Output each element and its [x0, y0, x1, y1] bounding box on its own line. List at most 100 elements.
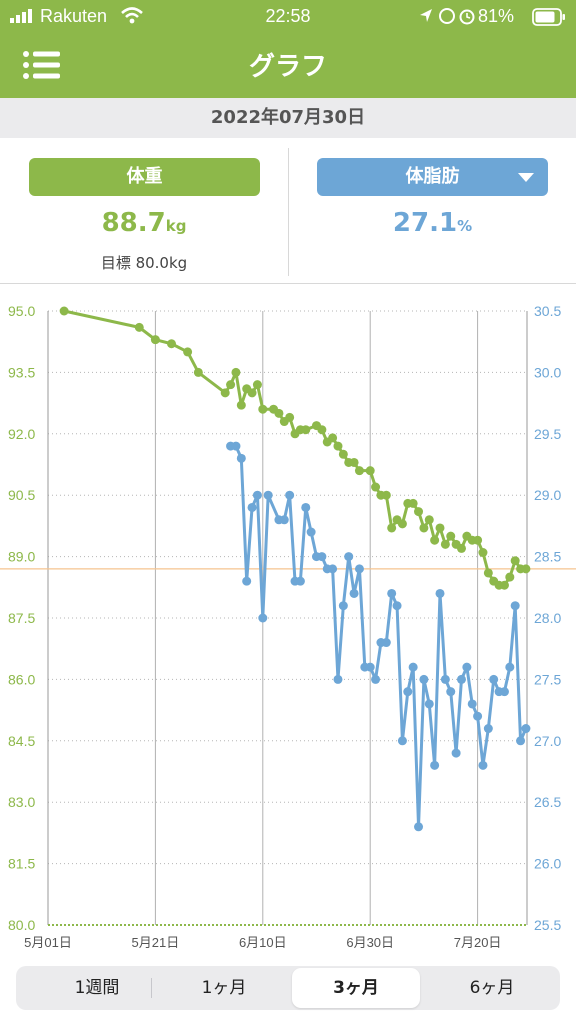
y-left-tick-label: 95.0: [8, 303, 35, 319]
body-fat-data-point: [317, 552, 327, 562]
weight-data-point: [499, 580, 509, 590]
weight-data-point: [424, 515, 434, 525]
body-fat-data-point: [414, 822, 424, 832]
weight-data-point: [252, 380, 262, 390]
weight-fat-chart: 95.0 30.5 93.5 30.0 92.0 29.5 90.5 29.0 89.0 28.5…: [0, 303, 576, 950]
status-time: 22:58: [265, 6, 311, 26]
y-left-tick-label: 90.5: [8, 487, 35, 503]
x-tick-label: 6月30日: [346, 935, 394, 950]
goal-weight: 目標 80.0kg: [100, 254, 188, 272]
menu-icon[interactable]: [22, 50, 62, 80]
weight-data-point: [440, 539, 450, 549]
body-fat-data-point: [263, 490, 273, 500]
period-tab-3-months[interactable]: 3ヶ月: [292, 968, 420, 1008]
body-fat-data-point: [349, 588, 359, 598]
body-fat-value: 27.1: [392, 208, 458, 238]
y-left-tick-label: 89.0: [8, 549, 35, 565]
y-right-tick-label: 27.5: [534, 671, 561, 687]
weight-data-point: [435, 523, 445, 533]
y-right-tick-label: 26.5: [534, 794, 561, 810]
body-fat-data-point: [478, 760, 488, 770]
y-right-tick-label: 30.5: [534, 303, 561, 319]
y-right-tick-label: 28.5: [534, 549, 561, 565]
body-fat-value-display: 27.1%: [289, 208, 576, 238]
body-fat-data-point: [435, 588, 445, 598]
weight-value: 88.7: [101, 208, 166, 238]
body-fat-data-point: [231, 441, 241, 451]
y-left-tick-label: 81.5: [8, 856, 35, 872]
period-selector: 1週間 1ヶ月 3ヶ月 6ヶ月: [16, 966, 560, 1010]
weight-data-point: [59, 306, 69, 316]
status-bar: Rakuten 22:58 81%: [0, 0, 576, 34]
body-fat-unit: %: [457, 217, 473, 235]
weight-data-point: [226, 380, 236, 390]
body-fat-data-point: [440, 674, 450, 684]
location-alarm-icons: [420, 8, 475, 25]
weight-data-point: [483, 568, 493, 578]
body-fat-data-point: [354, 564, 364, 574]
seg-divider: [151, 978, 152, 998]
body-fat-data-point: [419, 674, 429, 684]
body-fat-data-point: [306, 527, 316, 537]
weight-data-point: [150, 335, 160, 345]
body-fat-data-point: [510, 601, 520, 611]
weight-data-point: [134, 322, 144, 332]
weight-unit: kg: [165, 217, 187, 235]
weight-data-point: [371, 482, 381, 492]
weight-data-point: [419, 523, 429, 533]
weight-button[interactable]: 体重: [29, 158, 260, 196]
period-tab-6-months[interactable]: 6ヶ月: [469, 978, 515, 998]
carrier-name: Rakuten: [40, 6, 108, 26]
body-fat-data-point: [408, 662, 418, 672]
period-tab-1-week[interactable]: 1週間: [74, 978, 120, 998]
y-right-tick-label: 27.0: [534, 733, 561, 749]
panel-divider: [288, 148, 289, 276]
weight-data-point: [231, 367, 241, 377]
period-tab-1-month[interactable]: 1ヶ月: [201, 978, 247, 998]
body-fat-panel: 体脂肪 27.1%: [289, 140, 576, 282]
weight-data-point: [354, 466, 364, 476]
body-fat-data-point: [285, 490, 295, 500]
battery-icon: [532, 8, 565, 26]
weight-data-point: [408, 498, 418, 508]
body-fat-data-point: [473, 711, 483, 721]
weight-data-point: [521, 564, 531, 574]
weight-data-point: [193, 367, 203, 377]
body-fat-data-point: [392, 601, 402, 611]
body-fat-data-point: [381, 638, 391, 648]
weight-data-point: [473, 535, 483, 545]
weight-data-point: [236, 400, 246, 410]
y-left-tick-label: 92.0: [8, 426, 35, 442]
body-fat-data-point: [467, 699, 477, 709]
body-fat-data-point: [301, 502, 311, 512]
weight-data-point: [328, 433, 338, 443]
app-header: Rakuten 22:58 81% グラフ: [0, 0, 576, 98]
weight-data-point: [397, 519, 407, 529]
y-right-tick-label: 30.0: [534, 364, 561, 380]
weight-data-point: [430, 535, 440, 545]
y-right-tick-label: 28.0: [534, 610, 561, 626]
body-fat-data-point: [483, 724, 493, 734]
weight-data-point: [338, 449, 348, 459]
weight-value-display: 88.7kg: [0, 208, 288, 238]
body-fat-data-point: [247, 502, 257, 512]
weight-data-point: [258, 404, 268, 414]
weight-data-point: [414, 507, 424, 517]
body-fat-data-point: [499, 687, 509, 697]
body-fat-dropdown[interactable]: 体脂肪: [317, 158, 548, 196]
body-fat-label: 体脂肪: [405, 166, 460, 187]
y-right-tick-label: 29.0: [534, 487, 561, 503]
body-fat-data-point: [521, 724, 531, 734]
body-fat-data-point: [456, 674, 466, 684]
body-fat-data-point: [505, 662, 515, 672]
wifi-icon: [121, 7, 143, 24]
y-left-tick-label: 83.0: [8, 794, 35, 810]
weight-data-point: [274, 408, 284, 418]
body-fat-data-point: [403, 687, 413, 697]
body-fat-data-point: [365, 662, 375, 672]
weight-data-point: [333, 441, 343, 451]
y-left-tick-label: 80.0: [8, 917, 35, 933]
body-fat-data-point: [258, 613, 268, 623]
y-right-tick-label: 26.0: [534, 856, 561, 872]
y-left-tick-label: 87.5: [8, 610, 35, 626]
